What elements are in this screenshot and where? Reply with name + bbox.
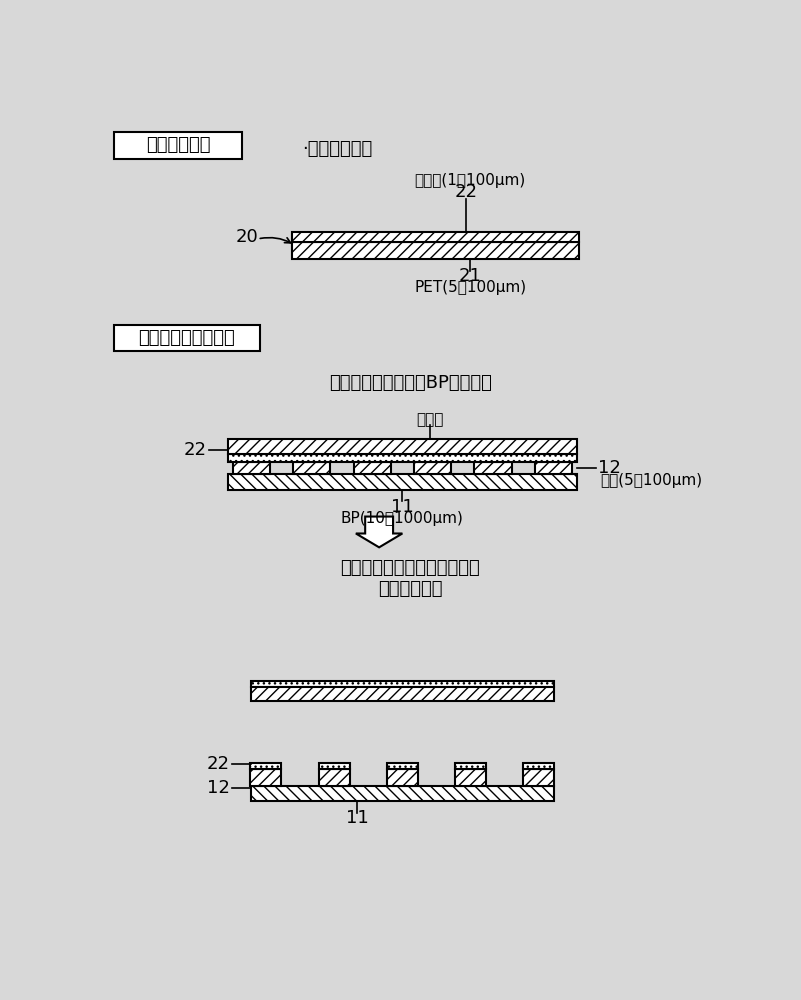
Text: 隔壁(5～100μm): 隔壁(5～100μm): [600, 473, 702, 488]
Bar: [252, 687, 553, 701]
Bar: [251, 769, 281, 786]
Text: 转印膜: 转印膜: [417, 412, 444, 427]
Text: 12: 12: [207, 779, 230, 797]
Text: 22: 22: [207, 755, 230, 773]
Polygon shape: [356, 517, 402, 547]
Text: 20: 20: [236, 228, 259, 246]
Bar: [232, 462, 270, 474]
Bar: [114, 132, 242, 158]
Bar: [293, 462, 330, 474]
Bar: [114, 325, 260, 351]
Bar: [414, 462, 451, 474]
Text: BP(10～1000μm): BP(10～1000μm): [341, 511, 464, 526]
Text: 21: 21: [459, 267, 481, 285]
Text: 热封剂(1～100μm): 热封剂(1～100μm): [414, 173, 525, 188]
Text: 11: 11: [391, 498, 414, 516]
Text: PET(5～100μm): PET(5～100μm): [414, 280, 526, 295]
Bar: [455, 763, 486, 769]
Bar: [535, 462, 572, 474]
Bar: [387, 763, 418, 769]
Bar: [455, 769, 486, 786]
Bar: [523, 769, 554, 786]
Bar: [251, 763, 281, 769]
Text: 12: 12: [598, 459, 622, 477]
Text: 22: 22: [455, 183, 477, 201]
Bar: [252, 786, 553, 801]
Bar: [474, 462, 512, 474]
Text: 剥离转印膜，热封剂就被熔融
转印到隔壁上: 剥离转印膜，热封剂就被熔融 转印到隔壁上: [340, 559, 480, 598]
Bar: [353, 462, 391, 474]
Text: 22: 22: [183, 441, 207, 459]
Bar: [319, 769, 350, 786]
Text: 11: 11: [346, 809, 368, 827]
Bar: [228, 454, 577, 462]
Bar: [228, 439, 577, 454]
Bar: [387, 769, 418, 786]
Bar: [292, 242, 579, 259]
Bar: [319, 763, 350, 769]
Bar: [292, 232, 579, 242]
Text: 转印膜的制作: 转印膜的制作: [146, 136, 210, 154]
Bar: [228, 474, 577, 490]
Text: ·热封剂的涂布: ·热封剂的涂布: [302, 140, 372, 158]
Bar: [523, 763, 554, 769]
Text: 隔壁上粘接层的形成: 隔壁上粘接层的形成: [139, 329, 235, 347]
Bar: [252, 681, 553, 687]
Text: 转印膜与带有隔壁的BP加热贴合: 转印膜与带有隔壁的BP加热贴合: [328, 374, 492, 392]
